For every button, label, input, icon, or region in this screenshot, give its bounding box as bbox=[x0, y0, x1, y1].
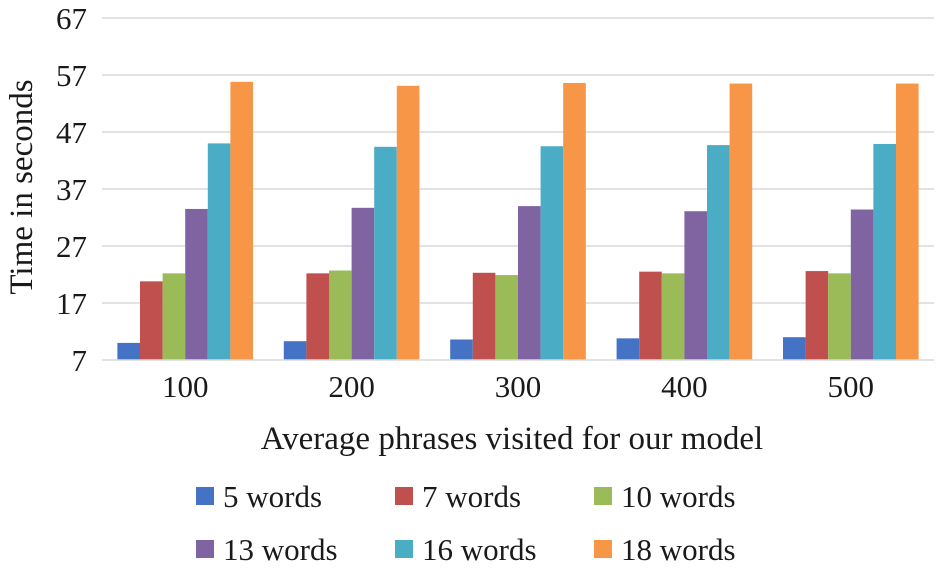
legend-label: 16 words bbox=[422, 532, 537, 567]
legend-label: 7 words bbox=[422, 479, 521, 514]
y-tick-label: 7 bbox=[72, 343, 88, 378]
y-tick-label: 27 bbox=[56, 229, 87, 264]
bar bbox=[495, 275, 518, 360]
x-tick-label: 400 bbox=[661, 369, 708, 404]
x-tick-label: 500 bbox=[828, 369, 875, 404]
bar bbox=[896, 83, 919, 361]
bar bbox=[707, 145, 730, 360]
bar bbox=[684, 211, 707, 360]
bar bbox=[306, 273, 329, 360]
legend: 5 words 7 words 10 words 13 words 16 words 18… bbox=[196, 479, 736, 567]
bar bbox=[396, 85, 420, 360]
bar bbox=[117, 342, 140, 360]
bar bbox=[850, 209, 874, 360]
bar bbox=[329, 270, 352, 360]
x-tick-label: 100 bbox=[162, 369, 209, 404]
bar bbox=[450, 339, 473, 360]
legend-swatch bbox=[594, 487, 612, 505]
x-tick-label: 200 bbox=[328, 369, 375, 404]
bar bbox=[540, 146, 564, 360]
x-axis-ticks: 100 200 300 400 500 bbox=[162, 369, 874, 404]
legend-swatch bbox=[196, 487, 214, 505]
bar bbox=[828, 273, 851, 360]
legend-label: 18 words bbox=[621, 532, 736, 567]
bars bbox=[117, 81, 919, 361]
y-axis-ticks: 7 17 27 37 47 57 67 bbox=[56, 1, 87, 378]
bar bbox=[162, 273, 186, 360]
legend-swatch bbox=[196, 540, 214, 558]
y-tick-label: 47 bbox=[56, 115, 87, 150]
legend-swatch bbox=[594, 540, 612, 558]
bar bbox=[185, 208, 208, 360]
bar bbox=[783, 337, 806, 360]
legend-swatch bbox=[395, 540, 413, 558]
bar bbox=[351, 207, 375, 360]
x-axis-label: Average phrases visited for our model bbox=[261, 421, 763, 457]
x-tick-label: 300 bbox=[495, 369, 542, 404]
bar bbox=[230, 81, 253, 360]
bar bbox=[729, 83, 753, 361]
bar bbox=[873, 143, 896, 360]
bar bbox=[805, 271, 829, 360]
bar bbox=[639, 271, 662, 360]
y-tick-label: 37 bbox=[56, 172, 87, 207]
bar bbox=[563, 82, 586, 360]
y-tick-label: 67 bbox=[56, 1, 87, 36]
y-tick-label: 57 bbox=[56, 58, 87, 93]
bar bbox=[518, 206, 541, 360]
bar bbox=[283, 341, 307, 360]
legend-label: 10 words bbox=[621, 479, 736, 514]
bar bbox=[207, 143, 231, 360]
legend-label: 13 words bbox=[223, 532, 338, 567]
legend-swatch bbox=[395, 487, 413, 505]
bar bbox=[661, 273, 685, 360]
bar bbox=[140, 281, 163, 360]
legend-label: 5 words bbox=[223, 479, 322, 514]
bar bbox=[616, 338, 640, 360]
y-axis-label: Time in seconds bbox=[4, 79, 40, 294]
bar bbox=[374, 146, 397, 360]
bar bbox=[472, 272, 496, 360]
y-tick-label: 17 bbox=[56, 286, 87, 321]
